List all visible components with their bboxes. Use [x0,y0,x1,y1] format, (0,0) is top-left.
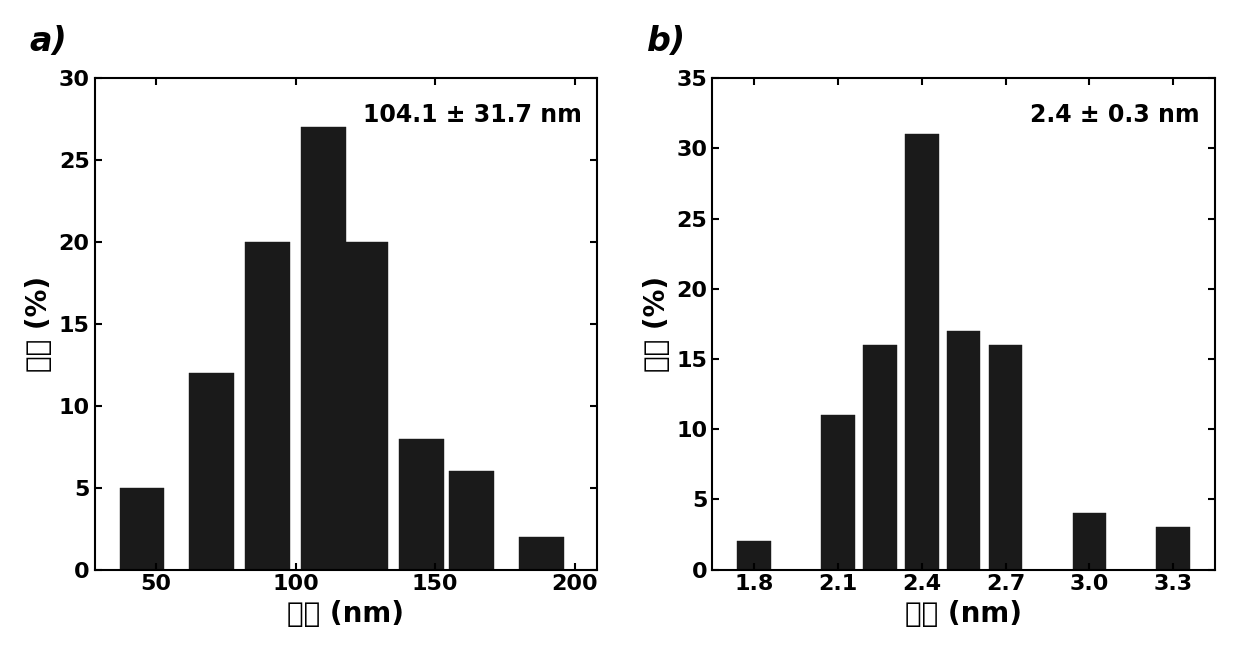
Bar [905,135,939,569]
Bar [1073,513,1106,569]
Y-axis label: 频率 (%): 频率 (%) [642,276,671,372]
Bar [301,127,346,569]
Bar [449,471,494,569]
Bar [399,439,444,569]
Bar [988,345,1022,569]
Bar [863,345,897,569]
Bar [821,415,854,569]
Bar [947,331,981,569]
Text: 2.4 ± 0.3 nm: 2.4 ± 0.3 nm [1030,103,1200,127]
Text: a): a) [30,25,67,59]
Bar [738,541,771,569]
Bar [246,242,290,569]
Text: 104.1 ± 31.7 nm: 104.1 ± 31.7 nm [363,103,582,127]
Bar [343,242,388,569]
Bar [520,537,564,569]
Bar [1157,528,1190,569]
Bar [120,488,165,569]
Y-axis label: 频率 (%): 频率 (%) [25,276,53,372]
X-axis label: 直径 (nm): 直径 (nm) [905,600,1022,628]
Bar [190,373,234,569]
Text: b): b) [647,25,686,59]
X-axis label: 长度 (nm): 长度 (nm) [288,600,404,628]
